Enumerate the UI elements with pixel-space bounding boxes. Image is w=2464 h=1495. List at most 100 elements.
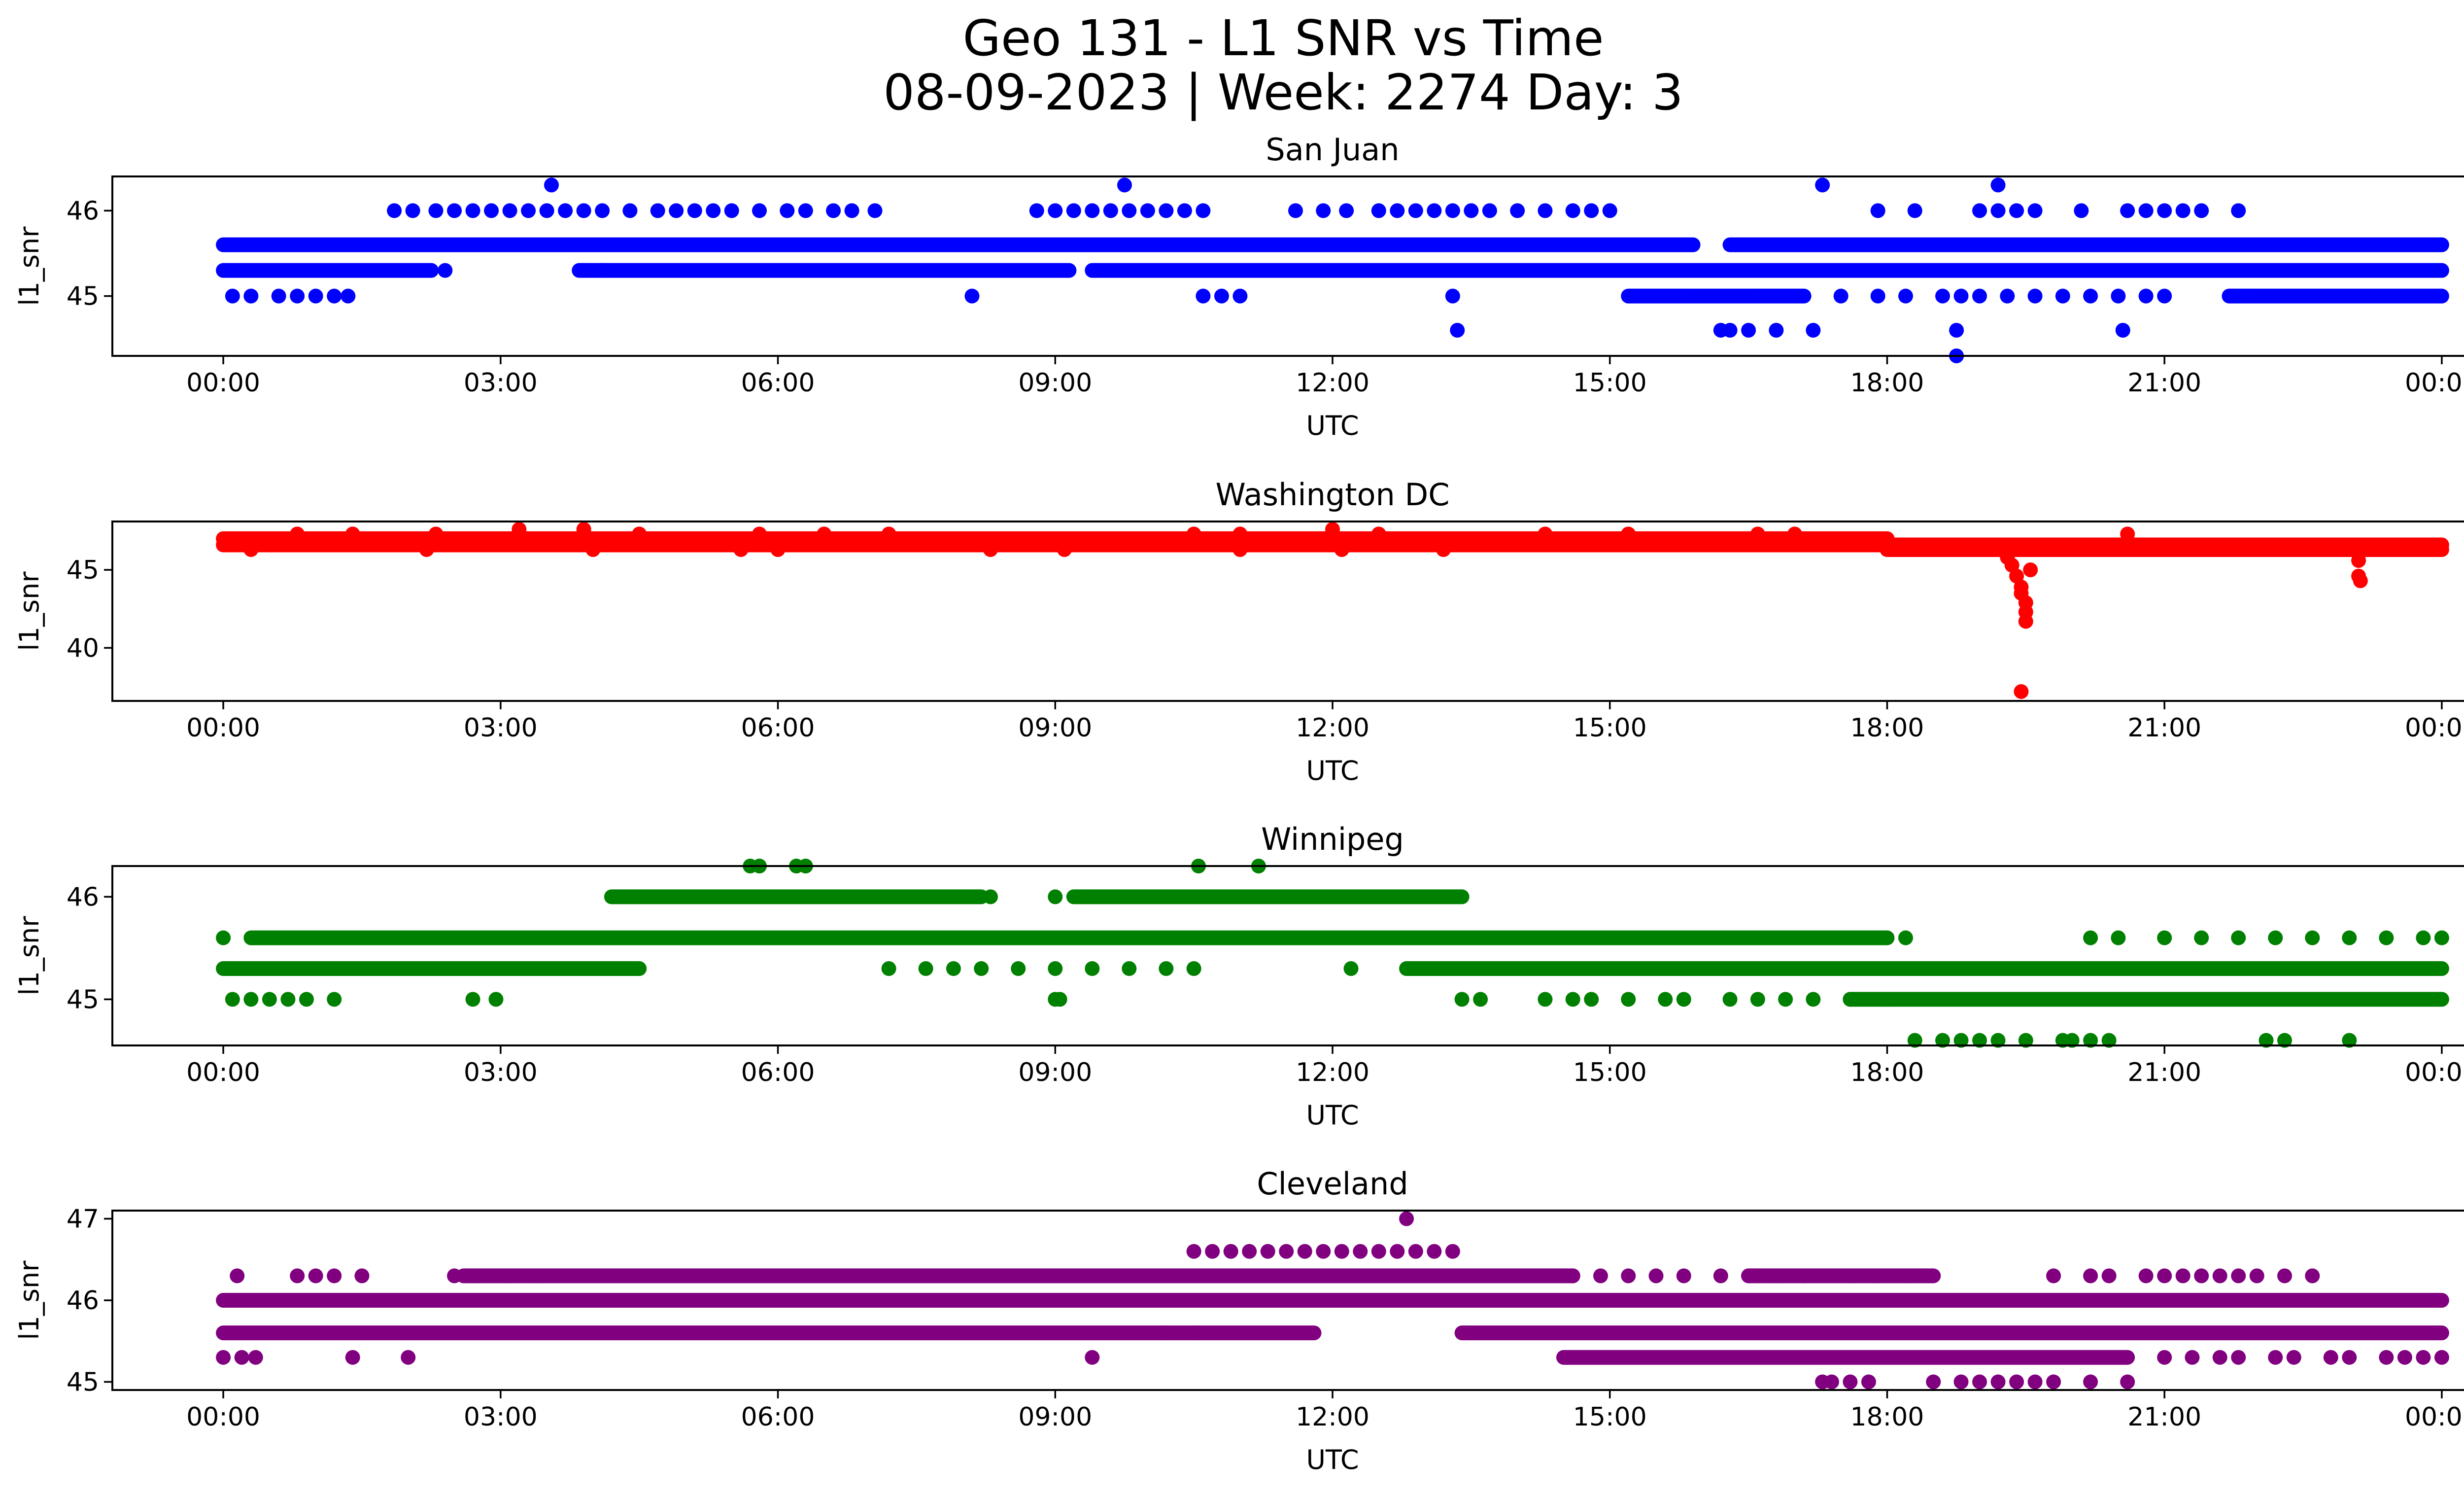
- data-point: [1122, 961, 1137, 976]
- data-point: [622, 203, 638, 218]
- x-tick-label: 18:00: [1850, 1402, 1924, 1432]
- y-axis-label: l1_snr: [14, 916, 45, 996]
- data-point: [1843, 992, 1858, 1007]
- data-point: [1990, 203, 2006, 218]
- data-point: [780, 203, 795, 218]
- data-point: [687, 203, 702, 218]
- x-axis-label: UTC: [1306, 410, 1359, 441]
- data-point: [1741, 1268, 1756, 1284]
- data-point: [2138, 203, 2154, 218]
- data-point: [2055, 288, 2070, 304]
- data-point: [1279, 1244, 1294, 1259]
- data-point: [1288, 203, 1303, 218]
- data-point: [2397, 1350, 2412, 1365]
- data-point: [2074, 203, 2089, 218]
- data-point: [1972, 203, 1987, 218]
- data-point: [1214, 288, 1229, 304]
- data-point: [2157, 203, 2172, 218]
- data-point: [1316, 203, 1331, 218]
- subplot-washington-dc: Washington DC l1_snr UTC 40 45 00:00 03:00…: [14, 477, 2464, 786]
- y-axis: 40 45: [67, 556, 112, 663]
- data-point: [1427, 1244, 1442, 1259]
- data-point: [1048, 889, 1063, 904]
- data-point: [2000, 288, 2015, 304]
- data-point: [308, 1268, 323, 1284]
- data-point: [2138, 288, 2154, 304]
- data-point: [2157, 288, 2172, 304]
- data-point: [1450, 323, 1465, 338]
- data-point: [1140, 203, 1155, 218]
- data-point: [1565, 1268, 1580, 1284]
- data-point: [465, 992, 480, 1007]
- x-tick-label: 00:00: [186, 713, 260, 743]
- data-point: [1103, 203, 1118, 218]
- x-tick-label: 00:00: [2405, 1058, 2464, 1087]
- data-point: [1159, 961, 1174, 976]
- data-point: [826, 203, 841, 218]
- data-point: [752, 203, 767, 218]
- axes-frame: [111, 521, 2464, 702]
- data-point: [1408, 203, 1423, 218]
- x-tick-label: 21:00: [2127, 1058, 2201, 1087]
- x-tick-label: 18:00: [1850, 713, 1924, 743]
- data-point: [1565, 203, 1580, 218]
- data-point: [2268, 1350, 2283, 1365]
- data-point: [2083, 1374, 2098, 1390]
- data-point: [1621, 1268, 1636, 1284]
- data-point: [576, 522, 591, 537]
- data-point: [1769, 323, 1784, 338]
- data-point: [2305, 930, 2320, 945]
- data-point: [1898, 288, 1913, 304]
- data-point: [1750, 526, 1765, 542]
- subplot-title: Cleveland: [1257, 1166, 1408, 1202]
- data-point: [1870, 288, 1885, 304]
- data-point: [1473, 992, 1488, 1007]
- data-point: [1658, 992, 1673, 1007]
- data-point: [1787, 526, 1802, 542]
- data-point: [2323, 1350, 2338, 1365]
- data-point: [632, 526, 647, 542]
- data-point: [1565, 992, 1580, 1007]
- data-point: [308, 288, 323, 304]
- subplot-title: Winnipeg: [1261, 821, 1404, 857]
- data-point: [1011, 961, 1026, 976]
- x-tick-label: 21:00: [2127, 368, 2201, 398]
- data-point: [1085, 961, 1100, 976]
- data-point: [1990, 1033, 2006, 1048]
- data-point: [1052, 992, 1067, 1007]
- data-point: [1186, 1325, 1201, 1341]
- data-point: [2342, 1350, 2357, 1365]
- data-point: [844, 203, 859, 218]
- figure-title-line2: 08-09-2023 | Week: 2274 Day: 3: [883, 64, 1683, 121]
- data-point: [2194, 930, 2209, 945]
- y-tick-label: 46: [67, 882, 99, 912]
- subplot-winnipeg: Winnipeg l1_snr UTC 45 46 00:00 03:00 06:00…: [14, 821, 2464, 1131]
- data-point: [539, 203, 554, 218]
- data-point: [2342, 1033, 2357, 1048]
- data-point: [881, 961, 896, 976]
- subplot-title: San Juan: [1266, 132, 1399, 168]
- y-tick-label: 46: [67, 196, 99, 226]
- y-axis: 45 46: [67, 196, 112, 312]
- data-point: [290, 288, 305, 304]
- data-point: [1232, 288, 1248, 304]
- y-axis-label: l1_snr: [14, 571, 45, 651]
- data-point: [595, 263, 610, 278]
- data-point: [1870, 1268, 1885, 1284]
- data-point: [2083, 1268, 2098, 1284]
- data-point: [1990, 177, 2006, 193]
- data-point: [1122, 203, 1137, 218]
- x-axis-label: UTC: [1306, 755, 1359, 786]
- y-tick-label: 45: [67, 985, 99, 1014]
- x-tick-label: 12:00: [1296, 1402, 1369, 1432]
- x-tick-label: 15:00: [1573, 713, 1647, 743]
- data-point: [2268, 930, 2283, 945]
- data-point: [1584, 992, 1599, 1007]
- data-point: [2416, 1350, 2431, 1365]
- data-point: [770, 542, 786, 557]
- data-point: [2249, 1268, 2264, 1284]
- data-point: [2120, 1374, 2135, 1390]
- data-point: [1972, 288, 1987, 304]
- data-point: [2046, 1268, 2061, 1284]
- data-point: [2277, 1033, 2293, 1048]
